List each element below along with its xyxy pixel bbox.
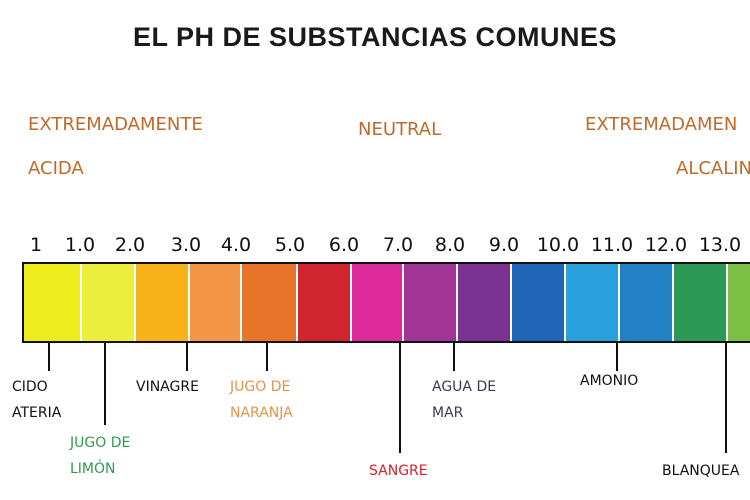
pointer-line [104,343,106,425]
neutral-label: NEUTRAL [358,119,442,140]
page-title: EL PH DE SUBSTANCIAS COMUNES [132,22,618,52]
substance-label-sangre: SANGRE [369,463,428,479]
ph-segment [24,264,80,341]
ph-segment [402,264,456,341]
pointer-line [616,343,618,371]
tick-label: 1.0 [64,234,96,256]
tick-label: 10.0 [536,234,580,256]
substance-label-amonio: AMONIO [580,373,639,389]
tick-label: 5.0 [274,234,306,256]
substance-label-agua-de-mar: AGUA DE MAR [432,379,497,421]
tick-label: 1 [29,234,43,256]
ph-segment [726,264,750,341]
acid-label-line2: ACIDA [28,158,84,179]
ph-segment [672,264,726,341]
tick-label: 4.0 [220,234,252,256]
pointer-line [266,343,268,371]
substance-label-limon: JUGO DE LIMÓN [70,435,131,477]
ph-segment [564,264,618,341]
ph-segment [188,264,240,341]
tick-label: 2.0 [114,234,146,256]
ph-segment [296,264,350,341]
tick-label: 3.0 [170,234,202,256]
tick-label: 12.0 [644,234,688,256]
pointer-line [48,343,50,371]
substance-label-naranja: JUGO DE NARANJA [230,379,293,421]
substance-label-acido: CIDO ATERIA [12,379,62,421]
alkaline-label-line1: EXTREMADAMEN [585,114,738,135]
ph-scale-bar [22,262,750,343]
tick-label: 11.0 [590,234,634,256]
substance-label-vinagre: VINAGRE [136,379,199,395]
tick-label: 13.0 [698,234,742,256]
pointer-line [453,343,455,371]
ph-segment [80,264,134,341]
tick-label: 7.0 [382,234,414,256]
ph-segment [618,264,672,341]
ph-segment [510,264,564,341]
acid-label-line1: EXTREMADAMENTE [28,114,203,135]
ph-segment [240,264,296,341]
pointer-line [725,343,727,453]
tick-label: 9.0 [488,234,520,256]
ph-segment [134,264,188,341]
ph-segment [350,264,402,341]
substance-label-blanqueador: BLANQUEA [662,463,740,479]
alkaline-label-line2: ALCALIN [676,158,750,179]
pointer-line [186,343,188,371]
tick-label: 8.0 [434,234,466,256]
tick-label: 6.0 [328,234,360,256]
pointer-line [399,343,401,453]
ph-segment [456,264,510,341]
